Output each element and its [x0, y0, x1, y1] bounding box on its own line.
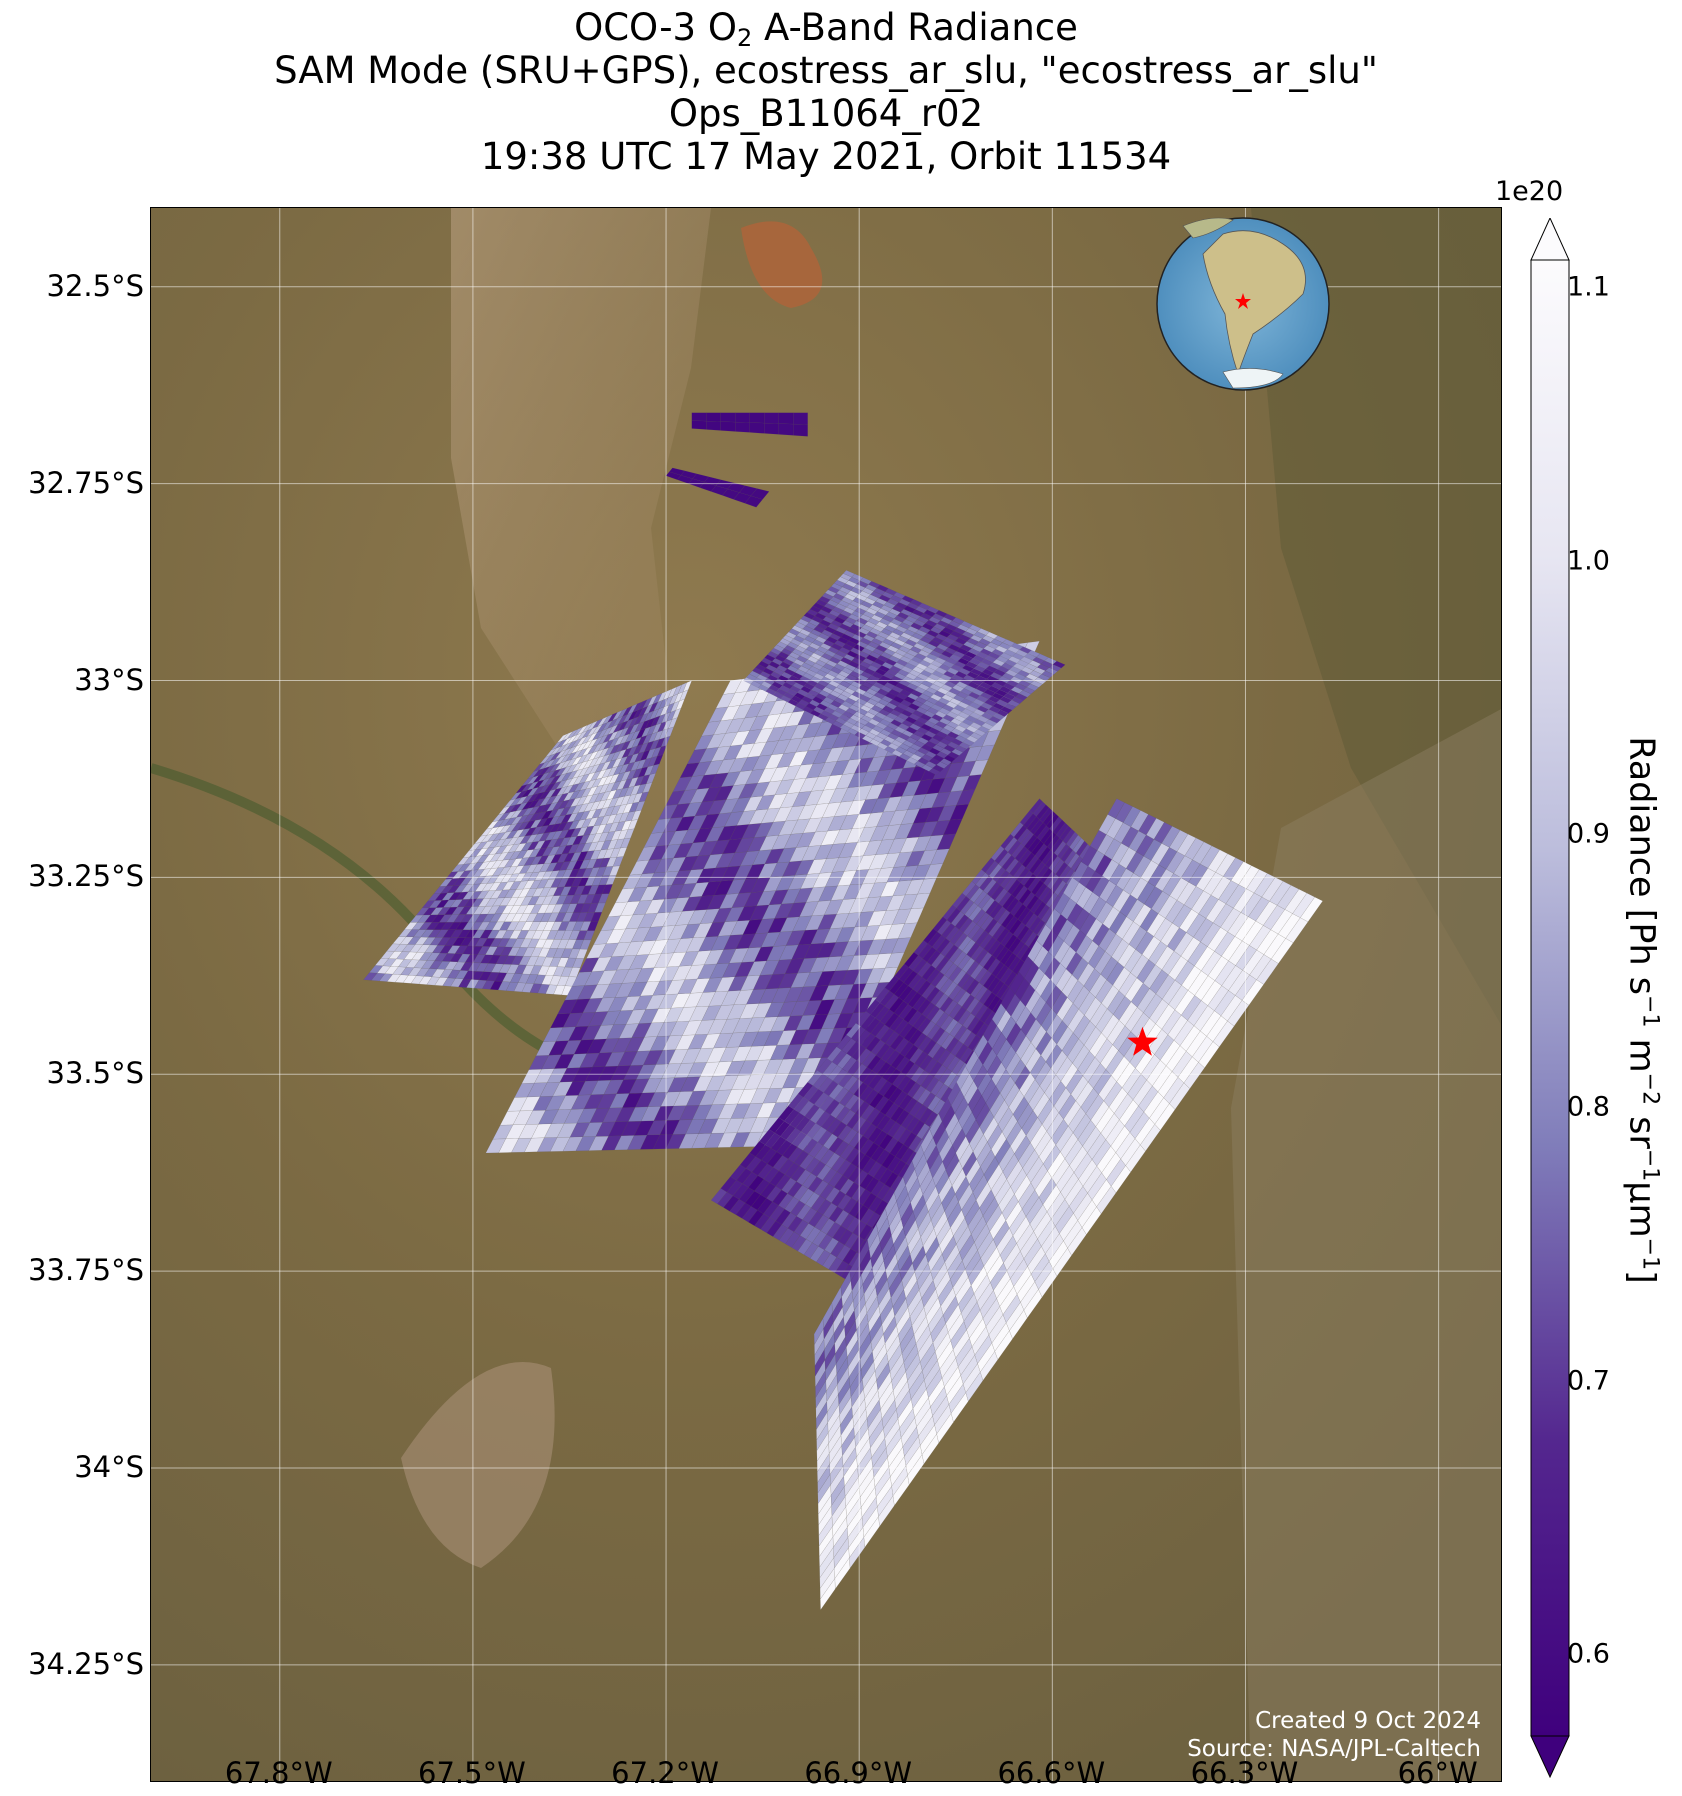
lon-tick-label: 66.3°W	[1190, 1756, 1299, 1790]
title-line-4: 19:38 UTC 17 May 2021, Orbit 11534	[480, 135, 1172, 178]
colorbar-extend-max	[1530, 218, 1570, 261]
lat-tick-label: 34°S	[74, 1450, 144, 1484]
footprint-cell	[735, 421, 750, 433]
footprint-cell	[793, 412, 808, 425]
colorbar-tick-label: 0.6	[1567, 1638, 1610, 1670]
sierra-ridge	[451, 208, 711, 768]
lon-tick-label: 66.9°W	[804, 1756, 913, 1790]
map-canvas[interactable]: Created 9 Oct 2024 Source: NASA/JPL-Calt…	[151, 208, 1502, 1782]
title-line-1: OCO-3 O2 A-Band Radiance	[574, 6, 1078, 52]
lat-tick-label: 33.25°S	[28, 859, 144, 894]
globe-land-north	[1182, 217, 1234, 239]
colorbar-tick-label: 0.8	[1567, 1091, 1610, 1123]
footprint-cell	[749, 412, 765, 424]
lat-tick-label: 33.75°S	[28, 1253, 144, 1288]
lon-tick-label: 66°W	[1397, 1756, 1478, 1790]
target-star-icon	[1127, 1026, 1158, 1056]
colorbar-exponent: 1e20	[1495, 176, 1564, 207]
globe-star-icon	[1235, 293, 1251, 309]
footprint-cell	[735, 412, 750, 423]
footprint-cell	[706, 412, 721, 422]
footprint-cell	[720, 412, 736, 423]
swath-strip-east	[813, 798, 1323, 1611]
footprint-cell	[691, 420, 707, 430]
lon-tick-label: 66.6°W	[997, 1756, 1106, 1790]
lat-tick-label: 33.5°S	[46, 1056, 144, 1091]
inset-globe	[1156, 217, 1330, 391]
lon-tick-label: 67.8°W	[224, 1756, 333, 1790]
colorbar-extend-min	[1530, 1735, 1570, 1778]
graticule	[151, 208, 1501, 1781]
swath-strip-west	[363, 680, 693, 996]
credit-created: Created 9 Oct 2024	[1255, 1708, 1481, 1734]
colorbar-tick-label: 1.1	[1567, 271, 1610, 303]
footprint-cell	[764, 422, 779, 435]
lat-tick-label: 34.25°S	[28, 1646, 144, 1681]
footprint-cell	[1300, 896, 1323, 923]
footprint-cell	[793, 423, 808, 437]
footprint-cell	[778, 423, 794, 436]
footprint-cell	[691, 412, 707, 422]
footprint-cell	[744, 495, 763, 508]
globe-land-antarctica	[1222, 368, 1284, 389]
colorbar-tick-label: 1.0	[1567, 545, 1610, 577]
footprint-cell	[706, 420, 721, 431]
lon-tick-label: 67.5°W	[418, 1756, 526, 1790]
footprint-cell	[778, 412, 794, 425]
salt-flat	[401, 1362, 555, 1568]
credit-source: Source: NASA/JPL-Caltech	[1187, 1736, 1481, 1762]
map-panel[interactable]: Created 9 Oct 2024 Source: NASA/JPL-Calt…	[150, 207, 1502, 1782]
title-line-3: Ops_B11064_r02	[668, 92, 984, 135]
swath-small-north-1	[691, 412, 808, 437]
lat-tick-label: 32.75°S	[28, 465, 144, 500]
footprint-cell	[720, 421, 736, 432]
colorbar	[1530, 218, 1570, 1778]
title-line-2: SAM Mode (SRU+GPS), ecostress_ar_slu, "e…	[274, 49, 1378, 92]
globe-land-south-america	[1202, 230, 1306, 376]
map-title: OCO-3 O2 A-Band Radiance SAM Mode (SRU+G…	[150, 6, 1502, 178]
colorbar-tick-label: 0.7	[1567, 1365, 1610, 1397]
lat-tick-label: 33°S	[74, 662, 144, 697]
lon-tick-label: 67.2°W	[611, 1756, 719, 1790]
footprint-cell	[749, 422, 765, 434]
farmland	[1231, 709, 1501, 1781]
colorbar-tick-label: 0.9	[1567, 818, 1610, 850]
colorbar-label: Radiance [Ph s−1 m−2 sr−1μm−1]	[1621, 736, 1663, 1284]
colorbar-gradient	[1530, 259, 1570, 1737]
swath-strip-north	[742, 570, 1066, 776]
footprint-cell	[764, 412, 779, 424]
radiance-swaths	[363, 412, 1323, 1611]
footprint-cell	[1052, 660, 1066, 669]
lat-tick-label: 32.5°S	[46, 268, 144, 303]
